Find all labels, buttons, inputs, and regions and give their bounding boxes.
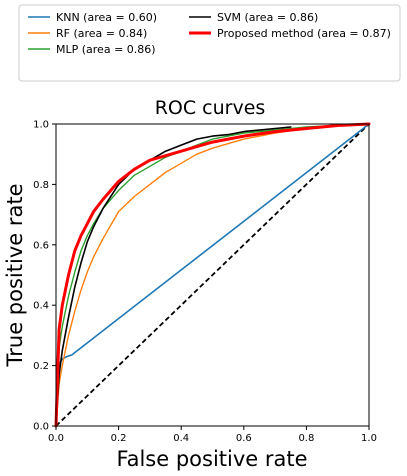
plot-area: 0.0 0.2 0.4 0.6 0.8 1.0 0.0 0.2 0.4 0.6 0.8 1.0 [33, 120, 377, 445]
plot-frame [55, 123, 370, 427]
series-line-2 [55, 123, 370, 427]
chart-title: ROC curves [155, 97, 266, 119]
y-tick-label: 1.0 [33, 120, 49, 131]
legend-label-4: Proposed method (area = 0.87) [217, 27, 391, 40]
series-layer [54, 122, 371, 428]
y-axis-label: True positive rate [3, 184, 27, 368]
y-tick-label: 0.2 [33, 361, 49, 372]
legend-label-3: SVM (area = 0.86) [217, 11, 318, 24]
y-tick-label: 0.8 [33, 180, 49, 191]
x-axis-label: False positive rate [116, 447, 307, 471]
reference-diagonal-line [55, 123, 370, 427]
y-tick-label: 0.6 [33, 240, 49, 251]
legend: KNN (area = 0.60) RF (area = 0.84) MLP (ar… [18, 4, 401, 82]
x-tick-label: 0.6 [236, 433, 252, 444]
x-tick-label: 1.0 [361, 433, 377, 444]
x-tick-label: 0.4 [173, 433, 189, 444]
x-tick-label: 0.0 [48, 433, 64, 444]
series-line-4 [54, 122, 371, 428]
y-tick-label: 0.0 [33, 422, 49, 433]
legend-label-2: MLP (area = 0.86) [56, 43, 156, 56]
x-tick-label: 0.2 [111, 433, 127, 444]
x-axis-ticks: 0.0 0.2 0.4 0.6 0.8 1.0 [48, 426, 377, 444]
series-line-1 [55, 123, 370, 427]
y-tick-label: 0.4 [33, 301, 49, 312]
x-tick-label: 0.8 [298, 433, 314, 444]
y-axis-ticks: 0.0 0.2 0.4 0.6 0.8 1.0 [33, 120, 56, 433]
legend-label-1: RF (area = 0.84) [56, 27, 147, 40]
legend-box [18, 4, 401, 82]
legend-label-0: KNN (area = 0.60) [56, 11, 157, 24]
